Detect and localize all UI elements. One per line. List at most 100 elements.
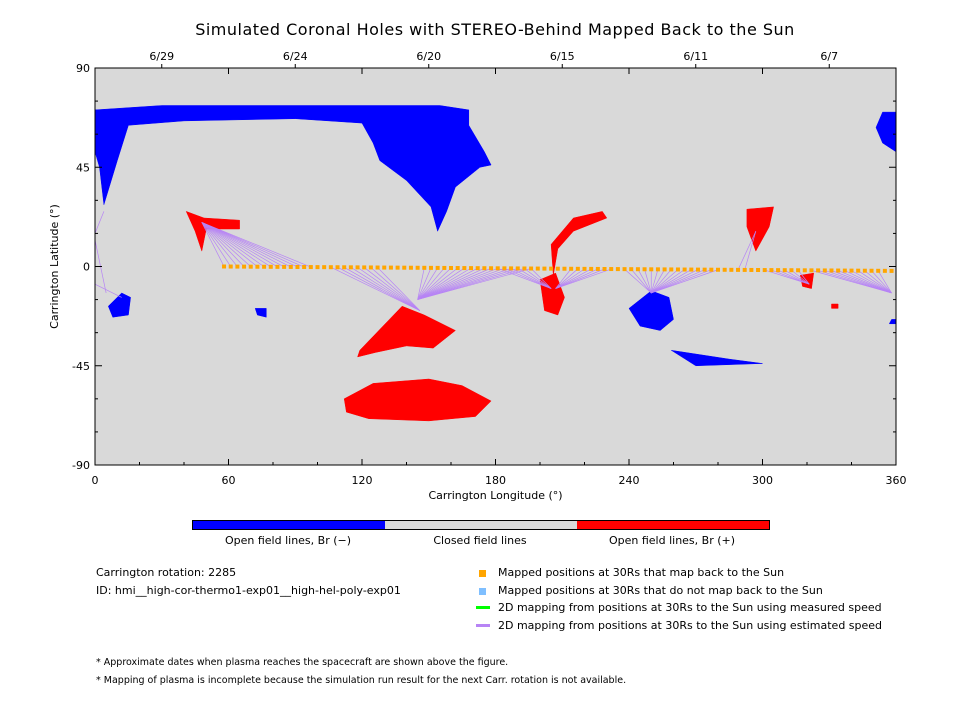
- mapping-line: [524, 268, 552, 289]
- mapping-line: [784, 269, 810, 285]
- mapping-line: [637, 269, 652, 294]
- x-axis-label: Carrington Longitude (°): [428, 489, 562, 502]
- mapping-line: [651, 269, 685, 294]
- mapping-line: [364, 267, 421, 311]
- mapped-point: [295, 264, 300, 269]
- mapping-line: [510, 268, 552, 289]
- mapping-line: [555, 268, 612, 289]
- colorbar: [192, 520, 770, 530]
- mapping-line: [651, 269, 719, 294]
- mapped-point: [288, 264, 293, 269]
- colorbar-closed: [385, 521, 577, 529]
- mapped-point: [582, 266, 587, 271]
- mapped-point: [669, 267, 674, 272]
- mapping-line: [650, 269, 659, 294]
- mapped-point: [589, 266, 594, 271]
- mapping-line: [201, 222, 285, 268]
- colorbar-label-closed: Closed field lines: [433, 534, 527, 547]
- mapped-point: [462, 266, 467, 271]
- mapping-line: [844, 270, 892, 294]
- mapped-point: [809, 268, 814, 273]
- colorbar-label-negative: Open field lines, Br (−): [224, 534, 352, 547]
- mapped-point: [749, 267, 754, 272]
- mapped-point: [549, 266, 554, 271]
- mapping-line: [417, 267, 485, 300]
- mapping-lines: [94, 211, 892, 311]
- plot-background: [95, 68, 896, 465]
- mapped-point: [255, 264, 260, 269]
- mapped-point: [348, 265, 353, 270]
- mapping-line: [417, 267, 445, 300]
- mapping-line: [864, 270, 892, 294]
- mapped-point: [869, 268, 874, 273]
- mapped-point: [435, 265, 440, 270]
- legend-estimated-line: [476, 624, 490, 627]
- mapped-point: [782, 268, 787, 273]
- mapped-point: [455, 266, 460, 271]
- note-dates: * Approximate dates when plasma reaches …: [96, 657, 509, 668]
- mapping-line: [201, 222, 271, 268]
- mapped-point: [716, 267, 720, 272]
- mapped-point: [415, 265, 420, 270]
- mapping-line: [651, 269, 712, 294]
- mapped-point: [655, 267, 660, 272]
- mapping-line: [555, 268, 598, 289]
- mapped-point: [856, 268, 861, 273]
- coronal-hole-pos-7: [831, 303, 839, 309]
- mapped-point: [776, 268, 781, 273]
- date-label: 6/24: [283, 50, 308, 63]
- legend-not-mapped-marker: [479, 588, 486, 595]
- mapped-point: [509, 266, 514, 271]
- mapped-point: [649, 267, 654, 272]
- mapped-point: [228, 264, 233, 269]
- mapping-line: [651, 269, 705, 294]
- mapping-line: [417, 267, 498, 300]
- mapping-line: [417, 267, 472, 300]
- colorbar-label-positive: Open field lines, Br (+): [608, 534, 736, 547]
- mapped-point: [248, 264, 253, 269]
- mapping-line: [201, 222, 245, 267]
- mapped-point: [542, 266, 547, 271]
- mapping-line: [201, 222, 265, 268]
- colorbar-open-negative: [193, 521, 385, 529]
- mapped-point: [469, 266, 474, 271]
- date-label: 6/11: [683, 50, 708, 63]
- mapped-point: [635, 267, 640, 272]
- x-tick-label: 360: [886, 474, 907, 487]
- mapped-point: [729, 267, 734, 272]
- mapping-line: [555, 268, 572, 289]
- mapped-point: [575, 266, 580, 271]
- mapping-line: [737, 231, 757, 271]
- mapped-point: [428, 265, 433, 270]
- mapping-line: [650, 269, 665, 294]
- mapping-line: [201, 222, 305, 268]
- mapped-point: [762, 268, 767, 273]
- mapping-line: [744, 231, 757, 271]
- mapping-line: [201, 222, 232, 267]
- mapped-point: [802, 268, 807, 273]
- mapping-line: [201, 222, 298, 268]
- mapping-line: [651, 269, 692, 294]
- mapping-line: [417, 268, 532, 300]
- mapping-line: [838, 270, 892, 294]
- mapped-point: [796, 268, 801, 273]
- mapped-point: [275, 264, 280, 269]
- mapping-line: [337, 266, 421, 311]
- colorbar-open-positive: [577, 521, 769, 529]
- mapping-line: [417, 268, 505, 300]
- mapping-line: [94, 283, 122, 298]
- coronal-hole-tiny: [254, 308, 267, 318]
- mapping-line: [417, 267, 465, 300]
- y-axis-label: Carrington Latitude (°): [48, 204, 61, 329]
- mapped-point: [529, 266, 534, 271]
- coronal-hole-south-polar: [343, 378, 492, 422]
- mapped-point: [736, 267, 741, 272]
- date-label: 6/15: [550, 50, 575, 63]
- mapped-point: [642, 267, 647, 272]
- mapping-line: [650, 269, 672, 294]
- mapping-line: [330, 266, 421, 311]
- coronal-hole-south-band: [671, 350, 763, 367]
- mapped-point: [395, 265, 400, 270]
- mapped-point: [889, 268, 894, 273]
- mapped-point: [602, 266, 607, 271]
